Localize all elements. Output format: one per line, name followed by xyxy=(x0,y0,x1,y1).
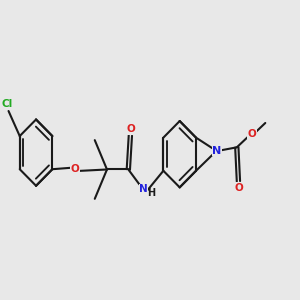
Text: O: O xyxy=(248,129,256,139)
Text: N: N xyxy=(139,184,148,194)
Text: O: O xyxy=(71,164,80,174)
Text: N: N xyxy=(212,146,221,156)
Text: O: O xyxy=(127,124,135,134)
Text: H: H xyxy=(147,188,155,198)
Text: O: O xyxy=(235,183,243,193)
Text: Cl: Cl xyxy=(2,99,13,109)
